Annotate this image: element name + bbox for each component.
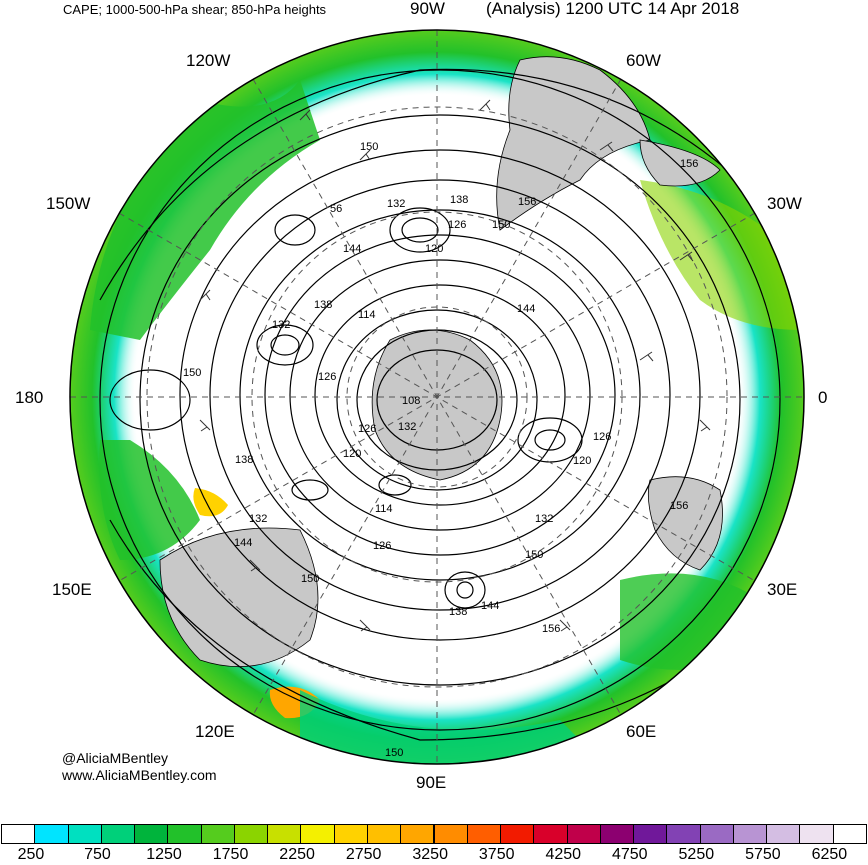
colorbar-swatch xyxy=(766,824,801,844)
colorbar-swatch xyxy=(599,824,635,844)
colorbar-swatch xyxy=(466,824,502,844)
contour-label: 132 xyxy=(387,198,405,210)
colorbar-tick-label: 3250 xyxy=(412,846,448,863)
map-field-title: CAPE; 1000-500-hPa shear; 850-hPa height… xyxy=(63,2,327,17)
contour-label: 150 xyxy=(492,219,510,231)
colorbar-tick-label: 750 xyxy=(84,846,111,863)
contour-label: 150 xyxy=(385,747,403,759)
contour-label: 144 xyxy=(234,537,252,549)
map-boundary xyxy=(69,29,805,765)
cape-shading-patches xyxy=(90,80,800,764)
contour-label: 126 xyxy=(593,431,611,443)
contour-label: 150 xyxy=(525,549,543,561)
contour-label: 114 xyxy=(358,309,376,321)
contour-label: 138 xyxy=(235,454,253,466)
colorbar-swatch xyxy=(699,824,734,844)
colorbar-swatch xyxy=(832,824,867,844)
colorbar-tick-label: 3750 xyxy=(478,846,515,863)
lon-label-30w: 30W xyxy=(767,194,802,213)
colorbar-swatch xyxy=(566,824,601,844)
lon-label-120w: 120W xyxy=(186,51,231,70)
lon-label-60e: 60E xyxy=(626,722,657,741)
colorbar-tick-label: 4250 xyxy=(545,846,582,863)
lon-label-180: 180 xyxy=(15,388,44,407)
colorbar-tick-label: 2750 xyxy=(345,846,382,863)
colorbar-swatch xyxy=(333,824,368,844)
map-run-label: (Analysis) 1200 UTC 14 Apr 2018 xyxy=(486,0,740,18)
contour-label: 156 xyxy=(670,500,688,512)
shear-barbs xyxy=(199,99,711,632)
colorbar-tick-label: 1750 xyxy=(212,846,249,863)
contour-label: 144 xyxy=(517,303,535,315)
contour-labels: 150 132 138 126 120 156 150 156 56 144 1… xyxy=(183,141,698,759)
contour-label: 56 xyxy=(330,203,342,215)
lon-label-60w: 60W xyxy=(626,51,661,70)
colorbar-swatch xyxy=(732,824,768,844)
lon-label-150w: 150W xyxy=(46,194,91,213)
colorbar-swatch xyxy=(200,824,235,844)
contour-label: 126 xyxy=(358,423,376,435)
contour-label: 138 xyxy=(314,299,332,311)
map-disc-content xyxy=(70,30,804,764)
colorbar-swatch xyxy=(267,824,302,844)
contour-label: 150 xyxy=(301,573,319,585)
contour-label: 156 xyxy=(518,196,536,208)
contour-label: 156 xyxy=(680,158,698,170)
colorbar-tick-label: 6250 xyxy=(811,846,848,863)
colorbar-swatch xyxy=(233,824,269,844)
lon-label-0: 0 xyxy=(818,388,828,407)
colorbar-swatch xyxy=(67,824,102,844)
colorbar-swatch xyxy=(300,824,335,844)
colorbar-swatch xyxy=(167,824,202,844)
contour-label: 156 xyxy=(542,623,560,635)
colorbar-swatch xyxy=(633,824,668,844)
contour-label: 108 xyxy=(402,395,420,407)
lon-label-120e: 120E xyxy=(195,722,235,741)
colorbar-swatch xyxy=(799,824,834,844)
polar-map: 150 132 138 126 120 156 150 156 56 144 1… xyxy=(69,29,805,765)
contour-label: 120 xyxy=(343,448,361,460)
colorbar-tick-label: 1250 xyxy=(146,846,182,863)
contour-label: 120 xyxy=(573,455,591,467)
contour-label: 150 xyxy=(360,141,378,153)
colorbar-swatch xyxy=(400,824,435,844)
lon-label-90w: 90W xyxy=(410,0,445,18)
cape-colorbar: 250 750 1250 1750 2250 2750 3250 3750 4250 4750 52… xyxy=(0,820,868,865)
colorbar-swatch xyxy=(533,824,568,844)
contour-label: 132 xyxy=(535,513,553,525)
lon-label-150e: 150E xyxy=(52,580,92,599)
colorbar-swatch xyxy=(500,824,535,844)
colorbar-tick-label: 2250 xyxy=(279,846,315,863)
colorbar-swatch xyxy=(34,824,69,844)
colorbar-swatch xyxy=(100,824,136,844)
contour-label: 126 xyxy=(373,540,391,552)
latlon-grid xyxy=(70,30,804,764)
lon-label-30e: 30E xyxy=(767,580,798,599)
lon-label-90e: 90E xyxy=(416,773,447,792)
colorbar-swatch xyxy=(134,824,169,844)
colorbar-swatch xyxy=(433,824,468,844)
contour-label: 114 xyxy=(375,503,393,515)
colorbar-swatch xyxy=(366,824,402,844)
colorbar-tick-label: 4750 xyxy=(611,846,648,863)
contour-label: 132 xyxy=(249,513,267,525)
contour-label: 144 xyxy=(481,600,499,612)
contour-label: 138 xyxy=(450,194,468,206)
contour-label: 150 xyxy=(183,367,201,379)
contour-label: 120 xyxy=(425,243,443,255)
contour-label: 138 xyxy=(449,606,467,618)
contour-label: 126 xyxy=(318,371,336,383)
colorbar-tick-label: 5750 xyxy=(745,846,781,863)
contour-label: 132 xyxy=(272,319,290,331)
contour-label: 126 xyxy=(448,219,466,231)
colorbar-swatch xyxy=(666,824,701,844)
credit-website[interactable]: www.AliciaMBentley.com xyxy=(62,767,217,783)
contour-label: 144 xyxy=(343,243,361,255)
credit-handle: @AliciaMBentley xyxy=(62,750,169,766)
colorbar-tick-label: 5250 xyxy=(678,846,715,863)
contour-label: 132 xyxy=(398,421,416,433)
colorbar-swatch xyxy=(1,824,36,844)
colorbar-tick-label: 250 xyxy=(17,846,45,863)
